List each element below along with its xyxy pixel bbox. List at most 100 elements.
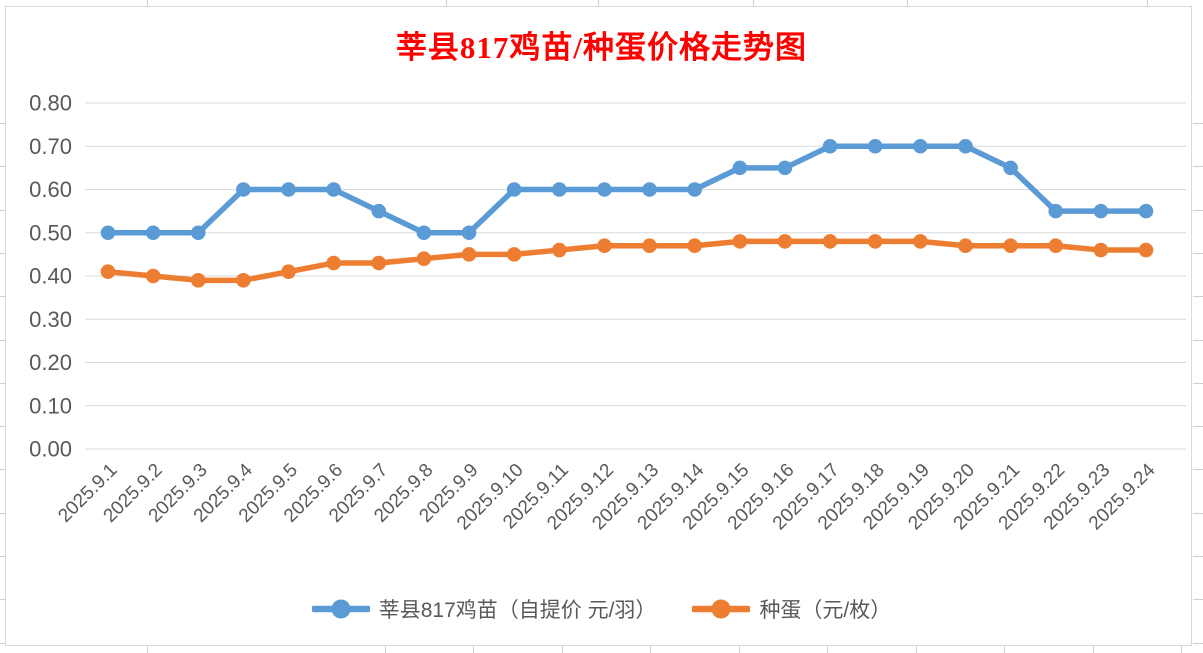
line-marker-icon — [692, 599, 751, 619]
worksheet-gridline-tick — [562, 646, 563, 653]
worksheet-gridline-tick — [1193, 123, 1203, 124]
legend-item-egg-price[interactable]: 种蛋（元/枚） — [692, 594, 891, 624]
y-tick-label: 0.80 — [29, 91, 72, 116]
data-point — [1093, 242, 1109, 258]
chart-legend: 莘县817鸡苗（自提价 元/羽） 种蛋（元/枚） — [0, 592, 1203, 626]
legend-item-chick-price[interactable]: 莘县817鸡苗（自提价 元/羽） — [311, 594, 657, 624]
worksheet-gridline-tick — [385, 646, 386, 653]
worksheet-gridline-tick — [1193, 426, 1203, 427]
legend-label-chick-price: 莘县817鸡苗（自提价 元/羽） — [378, 599, 657, 622]
data-point — [1003, 238, 1018, 254]
y-tick-label: 0.10 — [29, 393, 72, 418]
data-point — [777, 160, 793, 176]
worksheet-gridline-tick — [0, 469, 5, 470]
worksheet-gridline-tick — [0, 340, 5, 341]
data-point — [732, 234, 748, 249]
worksheet-gridline-tick — [1193, 296, 1203, 297]
worksheet-gridline-tick — [1193, 643, 1203, 644]
data-point — [1138, 242, 1154, 258]
data-point — [461, 247, 477, 262]
worksheet-gridline-tick — [1193, 556, 1203, 557]
series-1 — [100, 234, 1154, 288]
worksheet-gridline-tick — [1193, 383, 1203, 384]
worksheet-gridline-tick — [1193, 469, 1203, 470]
y-tick-label: 0.00 — [29, 437, 72, 462]
data-point — [1048, 238, 1064, 254]
data-point — [913, 138, 928, 154]
worksheet-gridline-tick — [1004, 646, 1005, 653]
data-point — [145, 225, 161, 241]
data-point — [1003, 160, 1018, 176]
y-tick-label: 0.30 — [29, 307, 72, 332]
data-point — [597, 182, 612, 197]
y-tick-label: 0.20 — [29, 350, 72, 375]
y-tick-label: 0.60 — [29, 177, 72, 202]
data-point — [867, 234, 883, 249]
y-tick-label: 0.70 — [29, 134, 72, 159]
line-marker-icon — [311, 599, 370, 619]
data-point — [506, 182, 522, 197]
worksheet-gridline-tick — [650, 646, 651, 653]
worksheet-gridline-tick — [916, 646, 917, 653]
data-point — [1138, 203, 1154, 219]
data-point — [913, 234, 928, 249]
data-point — [958, 238, 973, 254]
worksheet-gridline-tick — [0, 210, 5, 211]
worksheet-gridline-tick — [1193, 513, 1203, 514]
y-tick-label: 0.50 — [29, 220, 72, 245]
data-point — [822, 138, 838, 154]
data-point — [100, 225, 116, 241]
gridlines — [85, 102, 1186, 450]
data-point — [552, 182, 567, 197]
worksheet-gridline-tick — [0, 123, 5, 124]
data-point — [777, 234, 793, 249]
data-point — [506, 247, 522, 262]
worksheet-gridline-tick — [446, 0, 447, 6]
chart-area-border — [5, 6, 1192, 646]
worksheet-gridline-tick — [1181, 646, 1182, 653]
data-point — [416, 225, 432, 241]
worksheet-gridline-tick — [0, 513, 5, 514]
data-point — [822, 234, 838, 249]
data-point — [461, 225, 477, 241]
worksheet-gridline-tick — [0, 383, 5, 384]
worksheet-gridline-tick — [739, 646, 740, 653]
worksheet-gridline-tick — [0, 426, 5, 427]
worksheet-gridline-tick — [0, 643, 5, 644]
worksheet-gridline-tick — [1193, 253, 1203, 254]
worksheet-gridline-tick — [1193, 340, 1203, 341]
worksheet-gridline-tick — [827, 646, 828, 653]
chart-title: 莘县817鸡苗/种蛋价格走势图 — [395, 30, 808, 65]
data-point — [867, 138, 883, 154]
data-point — [190, 225, 206, 241]
data-point — [642, 182, 657, 197]
data-point — [597, 238, 612, 254]
data-point — [281, 264, 296, 279]
data-point — [732, 160, 748, 176]
data-point — [416, 251, 432, 266]
data-point — [281, 182, 296, 197]
data-point — [1093, 203, 1109, 219]
legend-dot — [331, 599, 351, 619]
worksheet-gridline-tick — [0, 253, 5, 254]
series-line — [105, 143, 1149, 236]
worksheet-gridline-tick — [1193, 599, 1203, 600]
data-point — [236, 273, 251, 288]
data-point — [190, 273, 206, 288]
worksheet-gridline-tick — [147, 646, 148, 653]
series-0 — [100, 138, 1154, 241]
worksheet-gridline-tick — [1093, 646, 1094, 653]
worksheet-gridline-tick — [0, 166, 5, 167]
worksheet-gridline-tick — [473, 646, 474, 653]
legend-label-egg-price: 种蛋（元/枚） — [759, 599, 892, 622]
legend-dot — [711, 599, 731, 619]
data-point — [145, 268, 161, 284]
data-point — [552, 242, 567, 258]
worksheet-gridline-tick — [0, 556, 5, 557]
y-axis-labels: 0.00 0.10 0.20 0.30 0.40 0.50 0.60 0.70 0.80 — [29, 91, 72, 462]
series-line — [105, 238, 1149, 284]
data-point — [687, 238, 702, 254]
worksheet-gridline-tick — [0, 599, 5, 600]
